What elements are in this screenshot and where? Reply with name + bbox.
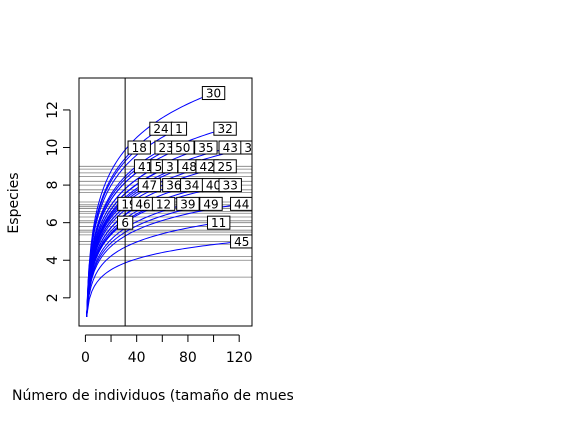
curve-label-text: 48 xyxy=(182,160,197,174)
curve-label-50: 50 xyxy=(171,140,195,155)
curve-label-text: 5 xyxy=(155,160,163,174)
y-tick-label: 12 xyxy=(45,101,61,119)
curve-label-text: 41 xyxy=(138,160,153,174)
y-tick-label: 6 xyxy=(45,218,61,227)
x-tick-label: 0 xyxy=(81,350,90,366)
curve-label-text: 25 xyxy=(217,160,232,174)
curve-label-30: 30 xyxy=(201,86,226,101)
curve-label-text: 46 xyxy=(135,197,150,211)
curve-label-43: 43 xyxy=(218,140,242,155)
curve-label-46: 46 xyxy=(131,196,155,211)
curve-label-text: 35 xyxy=(198,141,213,155)
curve-label-text: 30 xyxy=(206,87,221,101)
curve-label-text: 1 xyxy=(175,122,183,136)
curve-label-text: 43 xyxy=(223,141,238,155)
curve-label-box xyxy=(199,196,223,211)
curve-label-text: 18 xyxy=(132,141,147,155)
curve-label-1: 1 xyxy=(170,121,188,136)
curve-label-47: 47 xyxy=(137,178,162,193)
x-tick-label: 120 xyxy=(226,350,253,366)
curve-label-text: 49 xyxy=(203,197,218,211)
curve-label-box xyxy=(170,121,188,136)
curve-label-text: 44 xyxy=(234,197,249,211)
y-tick-label: 4 xyxy=(45,256,61,265)
curve-label-text: 42 xyxy=(200,160,215,174)
x-axis: 0 40 80 120 xyxy=(81,334,253,366)
rarefaction-curve-18 xyxy=(86,147,140,317)
curve-label-6: 6 xyxy=(117,215,134,230)
curve-label-42: 42 xyxy=(195,159,219,174)
y-tick-label: 2 xyxy=(45,293,61,302)
curve-labels: 30 24 1 32 18 23 50 35 43 37 41 5 3 48 42 25 47 36 34 40 33 1… xyxy=(117,86,259,249)
curve-label-49: 49 xyxy=(199,196,223,211)
curve-label-3: 3 xyxy=(161,159,179,174)
curve-label-12: 12 xyxy=(151,196,176,211)
rarefaction-curve-1 xyxy=(86,128,180,317)
curve-label-box xyxy=(194,140,218,155)
curve-label-text: 3 xyxy=(166,160,174,174)
curve-label-box xyxy=(171,140,195,155)
x-tick-label: 40 xyxy=(128,350,146,366)
curve-label-text: 12 xyxy=(156,197,171,211)
curve-label-box xyxy=(230,234,252,249)
curve-label-box xyxy=(176,196,200,211)
rarefaction-curve-32 xyxy=(86,128,226,317)
curve-label-box xyxy=(117,215,134,230)
curve-label-box xyxy=(201,86,226,101)
curve-label-text: 33 xyxy=(223,179,238,193)
curve-label-text: 32 xyxy=(217,122,232,136)
curve-label-37: 37 xyxy=(240,140,259,155)
curve-label-39: 39 xyxy=(176,196,200,211)
curve-label-text: 39 xyxy=(180,197,195,211)
curve-label-25: 25 xyxy=(213,159,237,174)
curve-label-text: 11 xyxy=(211,216,226,230)
curve-label-11: 11 xyxy=(206,215,231,230)
curve-label-44: 44 xyxy=(230,196,252,211)
curve-label-32: 32 xyxy=(213,121,237,136)
y-tick-label: 10 xyxy=(45,139,61,157)
curve-label-text: 34 xyxy=(184,179,199,193)
rarefaction-curve-24 xyxy=(86,128,162,317)
curve-label-box xyxy=(240,140,252,155)
curve-label-box xyxy=(218,178,242,193)
curve-label-33: 33 xyxy=(218,178,242,193)
curve-label-36: 36 xyxy=(162,178,186,193)
curve-label-text: 45 xyxy=(234,235,249,249)
y-tick-label: 8 xyxy=(45,181,61,190)
rarefaction-curve-45 xyxy=(86,240,242,317)
curve-label-45: 45 xyxy=(230,234,252,249)
curve-label-text: 6 xyxy=(121,216,129,230)
curve-label-box xyxy=(151,196,176,211)
curve-label-box xyxy=(206,215,231,230)
curve-label-text: 40 xyxy=(206,179,221,193)
plot-frame xyxy=(78,77,253,327)
curve-label-box xyxy=(230,196,252,211)
curve-label-34: 34 xyxy=(180,178,204,193)
curve-label-box xyxy=(137,178,162,193)
curve-label-box xyxy=(127,140,151,155)
y-axis-title: Especies xyxy=(6,172,22,233)
curve-label-text: 24 xyxy=(153,122,168,136)
curve-label-35: 35 xyxy=(194,140,218,155)
y-axis: 2 4 6 8 10 12 xyxy=(45,101,71,302)
curve-label-text: 36 xyxy=(166,179,181,193)
curve-label-24: 24 xyxy=(149,121,173,136)
curve-label-text: 47 xyxy=(142,179,157,193)
rarefaction-curve-23 xyxy=(86,147,167,317)
curve-label-text: 37 xyxy=(244,141,259,155)
x-tick-label: 80 xyxy=(179,350,197,366)
curve-label-text: 50 xyxy=(175,141,190,155)
curve-label-text: 23 xyxy=(159,141,174,155)
curve-label-box xyxy=(213,121,237,136)
curve-label-box xyxy=(213,159,237,174)
x-axis-title: Número de individuos (tamaño de mues xyxy=(12,388,294,404)
curve-label-18: 18 xyxy=(127,140,151,155)
rarefaction-curve-11 xyxy=(86,222,219,317)
